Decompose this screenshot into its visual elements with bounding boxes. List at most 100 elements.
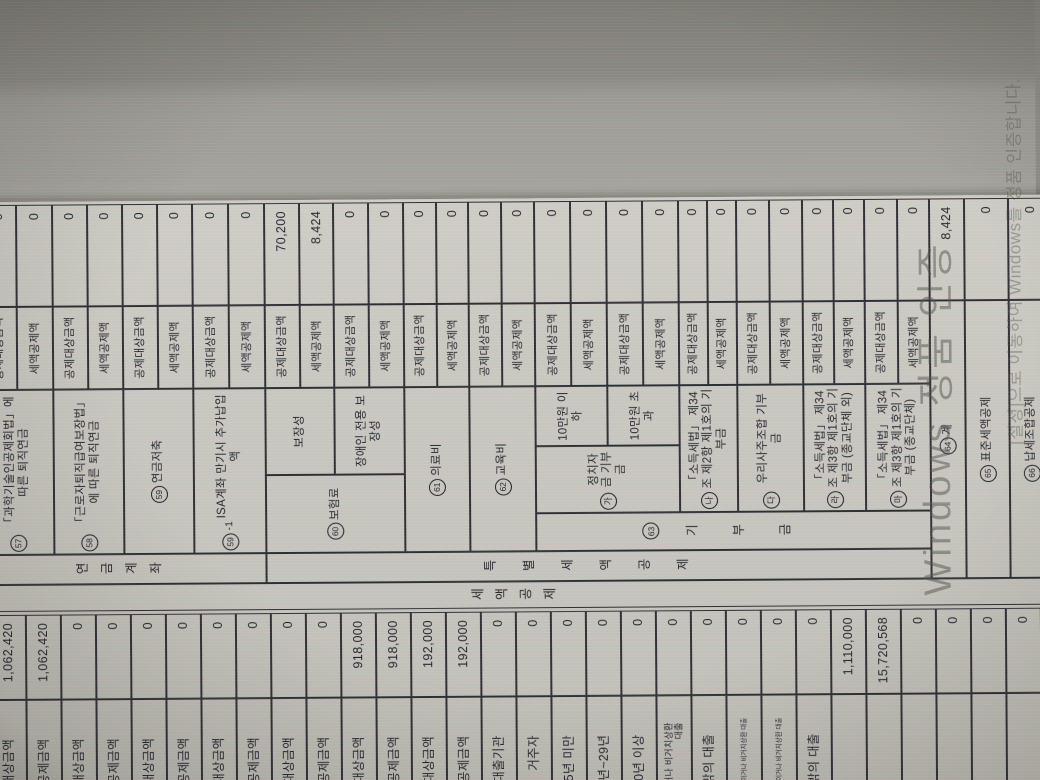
value-credit: 0 [435,201,469,304]
strip-label: 고정금리이거나 비거치상환 대출 [656,695,693,780]
strip-label: 대상금액 [271,697,308,780]
gift-subsub-label-text: 10만원 이하 [557,391,584,441]
group-cell-pension: 연금계좌 [0,553,267,586]
value-credit: 0 [367,202,404,305]
strip-label: 공제금액 [236,698,273,780]
strip-value: 0 [690,609,727,696]
strip-value: 918,000 [340,612,377,698]
col-header-target: 공제대상금액 [122,305,159,390]
strip-value: 0 [935,608,972,694]
strip-label: 대상금액 [61,699,98,780]
value-target: 0 [467,201,502,304]
value-target: 0 [801,199,834,302]
strip-value: 918,000 [375,612,412,698]
value-target: 0 [533,201,571,304]
value-target: 0 [0,204,17,308]
col-header-target: 공제대상금액 [333,304,370,388]
value-credit: 0 [15,204,53,307]
strip-value: 0 [130,613,167,700]
item-label-60-text: 보험료 [328,487,341,521]
item-label-57-text: 「과학기술인공제회법」에 따른 퇴직연금 [3,396,31,529]
col-header-credit: 세액공제액 [299,304,335,388]
strip-label: 30년 이상 [621,695,658,780]
item-sub-label-text: 장애인 전용 보장성 [355,394,382,468]
strip-label: 대상금액 [411,696,448,780]
strip-label: 그 밖의 대출 [691,694,728,780]
item-label-63-text: 기부금 [685,523,826,539]
group-special-label: 특별세액공제 [483,558,715,575]
col-header-target: 공제대상금액 [468,303,503,387]
strip-label: 고정금리이거나 비거치상환 대출 [761,694,798,780]
strip-label: 공제금액 [96,699,133,780]
strip-value: 0 [795,609,832,695]
value-credit: 0 [86,204,123,307]
strip-value: 0 [200,613,237,699]
value-target: 0 [605,200,643,303]
strip-value: 0 [900,608,937,694]
col-header-credit: 세액공제액 [769,301,804,385]
col-header-target: 공제대상금액 [192,305,230,389]
strip-value: 0 [655,610,692,696]
strip-value: 0 [305,612,342,698]
gift-sub-label-라: 라 「소득세법」 제34조 제3항 제1호의 기부금 (종교단체 외) [803,383,867,512]
col-header-target: 공제대상금액 [802,301,835,385]
strip-value: 0 [95,614,132,700]
strip-value: 0 [760,609,797,695]
strip-value: 0 [620,610,657,696]
windows-activation-watermark-line2: [설정]으로 이동하여 Windows를 정품 인증합니다. [1004,77,1026,445]
value-target: 0 [332,202,369,305]
credit-table: 세액공제 연금계좌 특별세액공제 57 「과학기술인공제회법」에 따른 퇴직연금 공… [0,197,1040,613]
strip-value: 0 [515,611,552,697]
value-credit: 0 [706,199,737,303]
item-label-58: 58 「근로자퇴직급여보장법」에 따른 퇴직연금 [53,389,125,555]
item-label-58-text: 「근로자퇴직급여보장법」에 따른 퇴직연금 [74,395,102,529]
strip-label: 대상금액 [131,698,168,780]
gift-subsub-label: 10만원 초과 [607,385,680,446]
value-target: 70,200 [263,202,300,306]
col-header-target: 공제대상금액 [52,306,89,390]
group-cell-special: 특별세액공제 [266,548,932,584]
value-credit: 8,424 [298,202,334,305]
strip-value: 1,062,420 [0,614,27,701]
strip-label: 고정금리이거나 비거치상환 대출 [726,694,763,780]
strip-label: 대상금액 [341,697,378,780]
value-credit: 0 [500,201,535,304]
gift-subsub-label-text: 10만원 초과 [629,390,656,441]
value-credit: 0 [832,198,865,302]
strip-value: 15,720,568 [865,608,902,694]
value-target: 0 [863,198,898,301]
strip-label: 공제금액 [376,697,413,780]
value-target: 0 [51,204,88,307]
col-header-credit: 세액공제액 [570,302,608,387]
strip-value: 0 [235,613,272,699]
col-header-credit: 세액공제액 [87,306,124,390]
col-header-target: 공제대상금액 [736,301,771,385]
strip-label [936,693,973,780]
value-target: 0 [402,201,437,305]
item-label-59-text: 연금저축 [151,439,165,484]
strip-value: 0 [480,611,517,697]
total-label-65-text: 표준세액공제 [980,396,994,462]
value-credit: 0 [227,203,265,306]
strip-label: 공제금액 [26,699,63,780]
col-header-credit: 세액공제액 [436,303,470,387]
strip-label [831,693,868,780]
item-label-61: 61 의료비 [404,386,471,553]
strip-value: 192,000 [445,611,482,697]
strip-value: 0 [550,610,587,697]
strip-value: 1,110,000 [830,608,867,695]
strip-label: 15년 미만 [551,695,588,780]
col-header-target: 공제대상금액 [534,303,572,387]
item-label-59: 59 연금저축 [123,388,195,555]
value-target: 0 [121,203,158,307]
strip-label: 거주자 [516,696,553,780]
col-header-credit: 세액공제액 [833,300,866,385]
col-header-credit: 세액공제액 [16,306,54,390]
gift-sub-label-다: 다 우리사주조합 기부금 [737,384,805,512]
col-header-target: 공제대상금액 [864,300,899,384]
strip-label: 그 밖의 대출 [796,694,833,780]
item-label-61-text: 의료비 [430,443,443,476]
strip-label [971,692,1008,780]
strip-value: 192,000 [410,611,447,698]
strip-value: 0 [585,610,622,696]
